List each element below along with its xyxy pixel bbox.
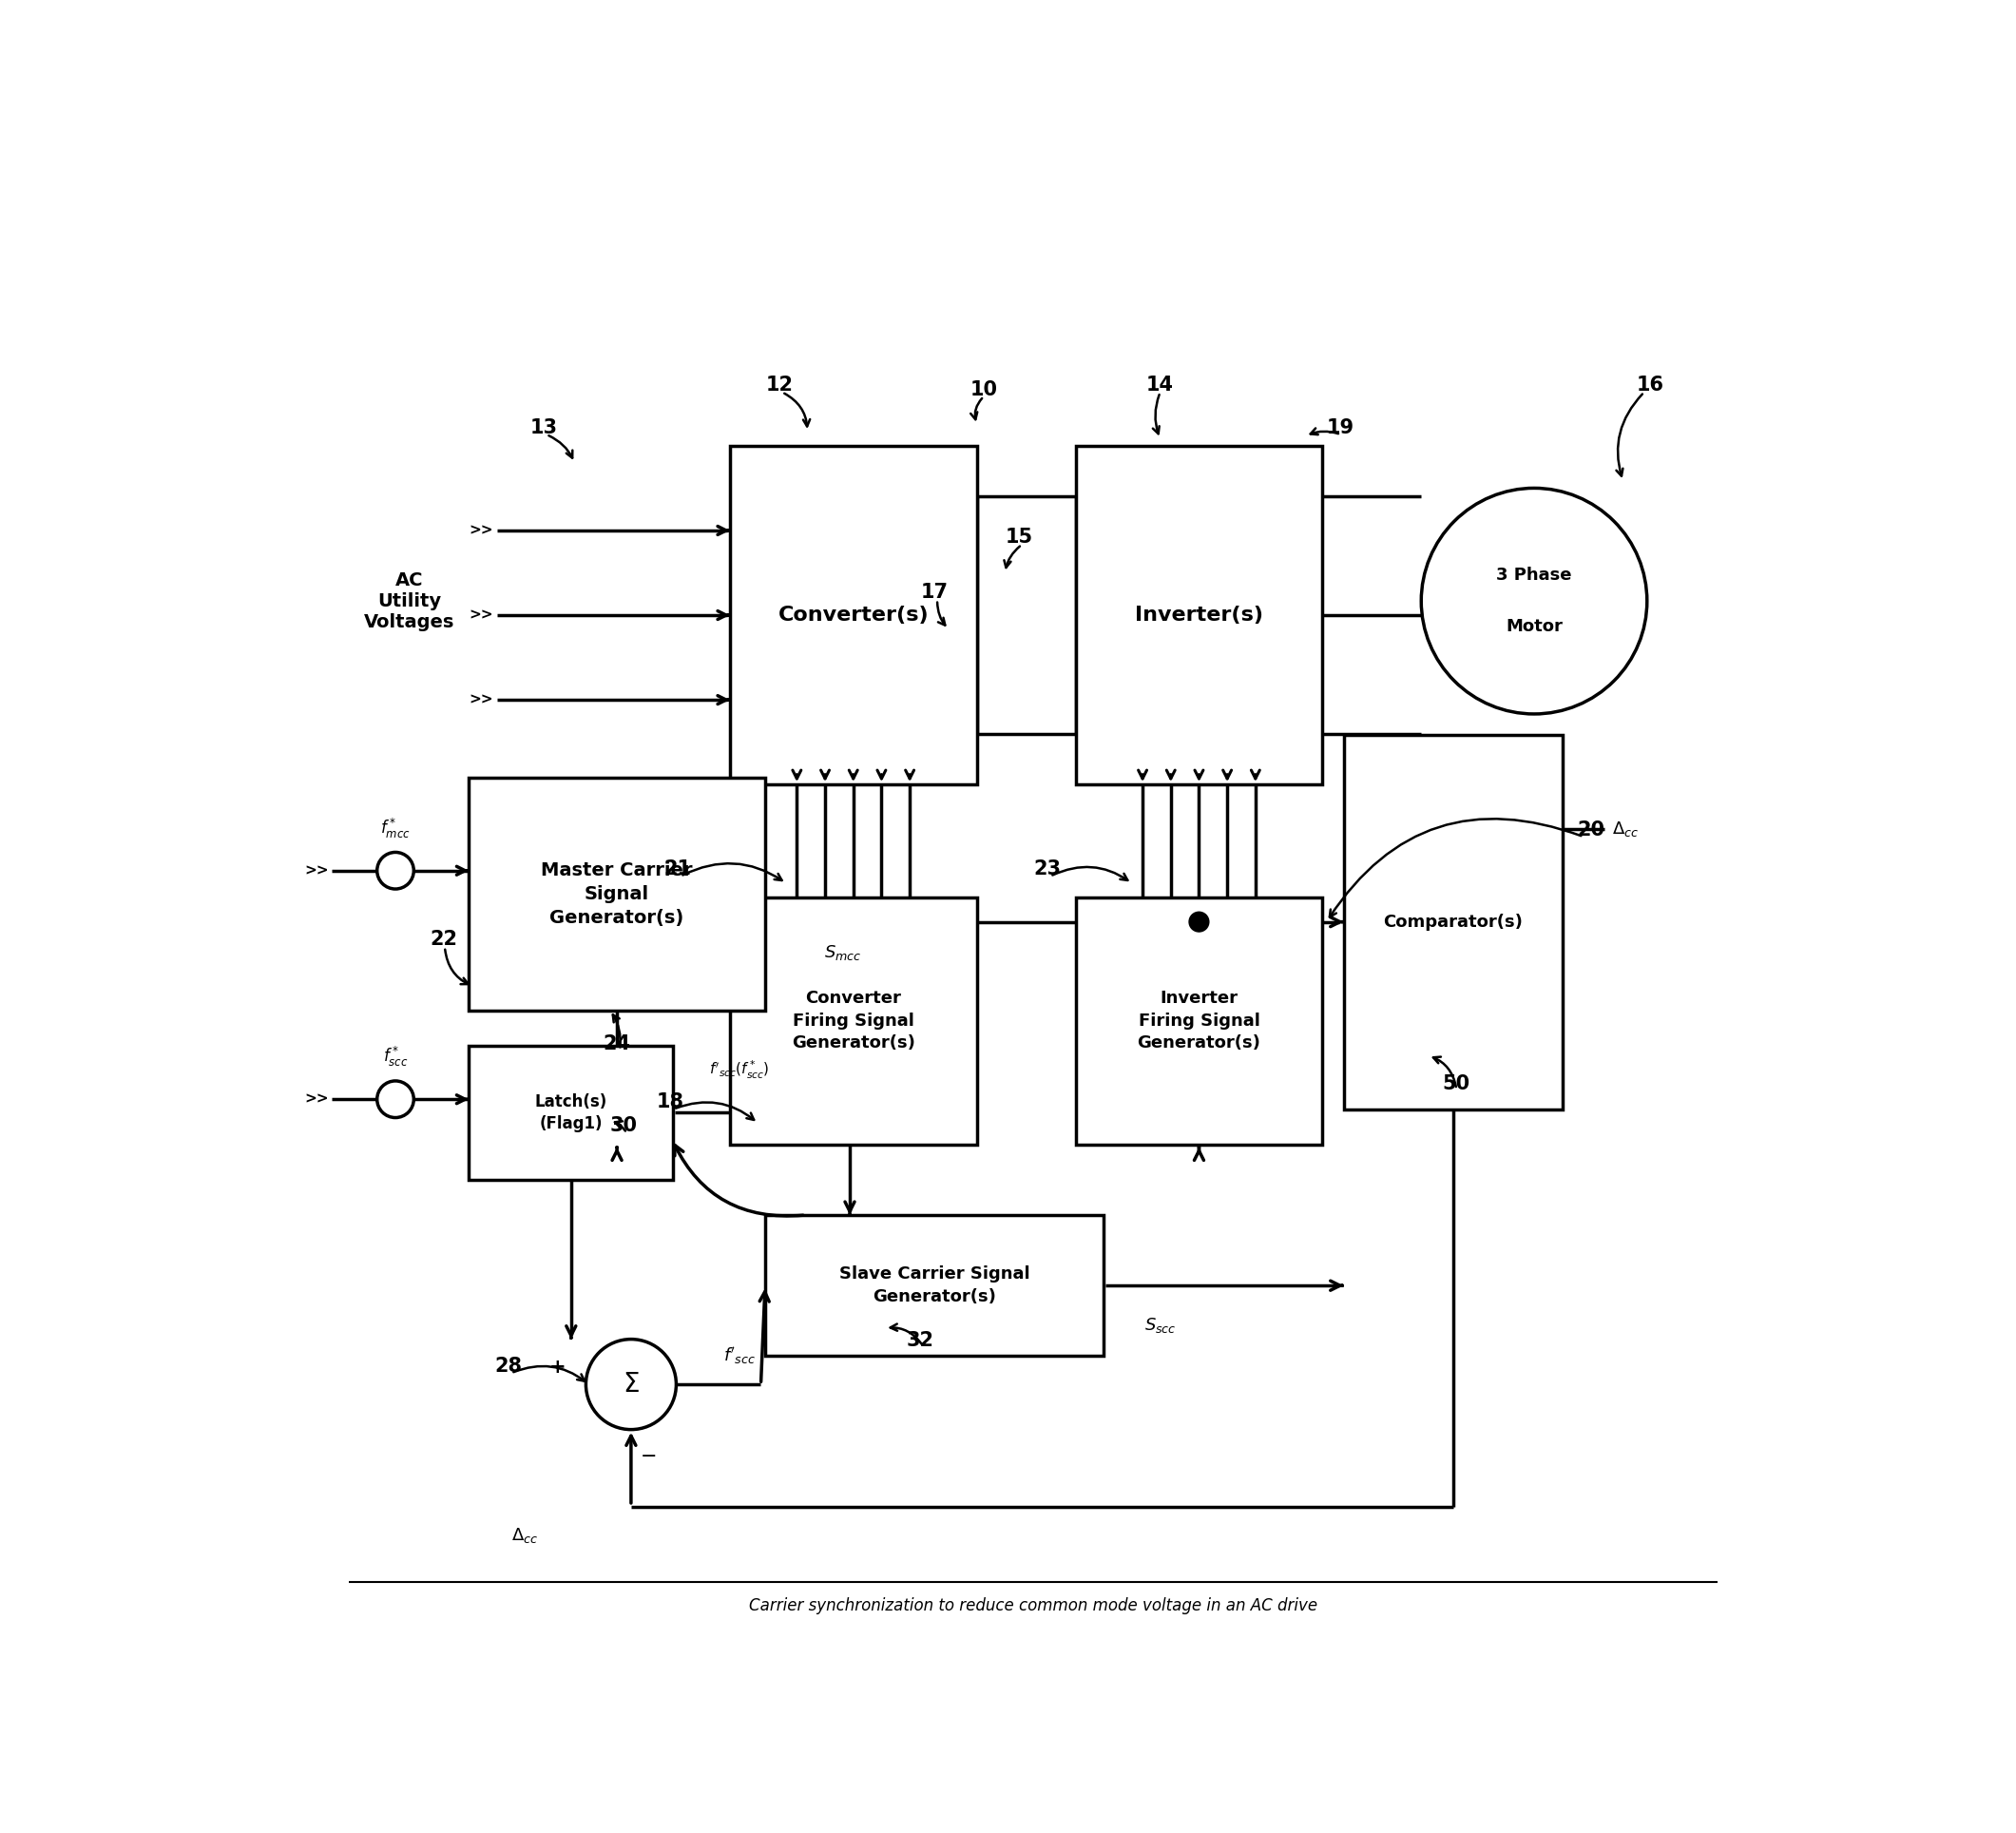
Bar bbox=[470, 1045, 673, 1180]
Text: $\Delta_{cc}$: $\Delta_{cc}$ bbox=[512, 1525, 538, 1545]
Text: 17: 17 bbox=[921, 583, 948, 601]
Text: $f'_{scc}$: $f'_{scc}$ bbox=[724, 1345, 756, 1367]
Text: 16: 16 bbox=[1637, 376, 1663, 394]
Text: >>: >> bbox=[468, 524, 492, 537]
Text: 24: 24 bbox=[603, 1034, 631, 1054]
Text: Latch(s)
(Flag1): Latch(s) (Flag1) bbox=[534, 1092, 607, 1133]
Circle shape bbox=[587, 1340, 675, 1430]
Text: 23: 23 bbox=[1034, 860, 1060, 878]
Bar bbox=[1075, 898, 1322, 1144]
Text: 18: 18 bbox=[657, 1092, 683, 1111]
Text: 32: 32 bbox=[907, 1331, 933, 1351]
Text: >>: >> bbox=[468, 693, 492, 708]
Text: 30: 30 bbox=[611, 1116, 637, 1136]
Text: 15: 15 bbox=[1006, 528, 1032, 546]
Text: Slave Carrier Signal
Generator(s): Slave Carrier Signal Generator(s) bbox=[839, 1267, 1030, 1305]
Text: $\Sigma$: $\Sigma$ bbox=[623, 1371, 639, 1399]
Text: Converter
Firing Signal
Generator(s): Converter Firing Signal Generator(s) bbox=[792, 990, 915, 1052]
Text: 3 Phase: 3 Phase bbox=[1496, 566, 1572, 585]
Circle shape bbox=[377, 852, 413, 889]
Text: Inverter(s): Inverter(s) bbox=[1135, 605, 1264, 625]
Text: 19: 19 bbox=[1327, 418, 1355, 436]
Text: Comparator(s): Comparator(s) bbox=[1383, 913, 1522, 931]
Text: $-$: $-$ bbox=[639, 1446, 655, 1465]
Text: $\Delta_{cc}$: $\Delta_{cc}$ bbox=[1611, 819, 1639, 838]
Text: +: + bbox=[548, 1358, 566, 1377]
Bar bbox=[766, 1215, 1103, 1356]
Text: 12: 12 bbox=[766, 376, 792, 394]
Text: Carrier synchronization to reduce common mode voltage in an AC drive: Carrier synchronization to reduce common… bbox=[748, 1597, 1318, 1615]
Text: $f'_{scc}(f^*_{scc})$: $f'_{scc}(f^*_{scc})$ bbox=[710, 1059, 768, 1081]
Text: 20: 20 bbox=[1577, 819, 1605, 840]
Text: 10: 10 bbox=[970, 379, 998, 400]
Text: >>: >> bbox=[304, 863, 329, 878]
Text: $f^*_{scc}$: $f^*_{scc}$ bbox=[383, 1045, 407, 1069]
Circle shape bbox=[1421, 488, 1647, 713]
FancyArrowPatch shape bbox=[675, 1146, 802, 1215]
Text: $f^*_{mcc}$: $f^*_{mcc}$ bbox=[381, 816, 411, 840]
Text: 21: 21 bbox=[663, 860, 691, 878]
Circle shape bbox=[377, 1081, 413, 1118]
Text: 50: 50 bbox=[1443, 1074, 1470, 1092]
Text: 14: 14 bbox=[1147, 376, 1173, 394]
Circle shape bbox=[1189, 913, 1210, 931]
Bar bbox=[730, 898, 978, 1144]
Text: Master Carrier
Signal
Generator(s): Master Carrier Signal Generator(s) bbox=[540, 862, 694, 927]
Text: AC
Utility
Voltages: AC Utility Voltages bbox=[365, 572, 456, 631]
Text: $S_{mcc}$: $S_{mcc}$ bbox=[825, 944, 861, 962]
Text: 13: 13 bbox=[530, 418, 556, 436]
Bar bbox=[730, 445, 978, 785]
Text: 22: 22 bbox=[429, 931, 458, 949]
Text: Converter(s): Converter(s) bbox=[778, 605, 929, 625]
Text: Motor: Motor bbox=[1506, 618, 1562, 634]
Text: $S_{scc}$: $S_{scc}$ bbox=[1145, 1316, 1175, 1334]
Text: >>: >> bbox=[468, 609, 492, 621]
Bar bbox=[1075, 445, 1322, 785]
Bar bbox=[470, 777, 766, 1010]
Text: 28: 28 bbox=[494, 1356, 522, 1375]
Text: Inverter
Firing Signal
Generator(s): Inverter Firing Signal Generator(s) bbox=[1137, 990, 1260, 1052]
Bar bbox=[1343, 735, 1562, 1109]
Text: >>: >> bbox=[304, 1092, 329, 1107]
